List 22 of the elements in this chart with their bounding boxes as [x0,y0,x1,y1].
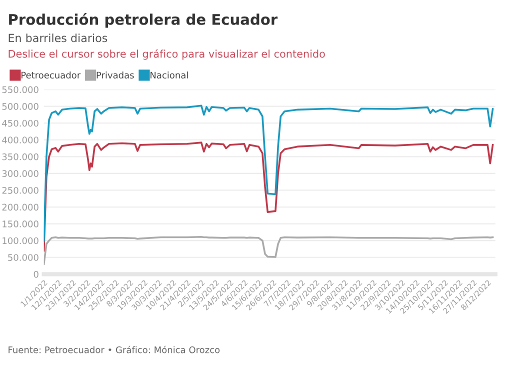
y-tick-label: 50.000 [8,254,38,261]
y-tick-label: 250.000 [2,186,38,194]
y-tick-label: 500.000 [2,103,38,110]
y-tick-label: 100.000 [2,237,38,244]
y-tick-label: 400.000 [2,136,38,144]
legend-label: Petroecuador [22,72,81,79]
y-tick-label: 300.000 [2,170,38,178]
chart-subtitle: En barriles diarios [8,34,108,42]
line-series [44,142,494,252]
y-tick-label: 350.000 [2,153,38,160]
chart-title: Producción petrolera de Ecuador [9,13,278,28]
y-tick-label: 450.000 [2,120,38,127]
y-tick-label: 0 [34,270,38,278]
line-series [44,104,494,242]
line-series [44,236,494,265]
source-note: Fuente: Petroecuador • Gráfico: Mónica Orozco [8,346,220,354]
y-tick-label: 550.000 [2,86,38,94]
y-tick-label: 150.000 [2,220,38,228]
y-tick-label: 200.000 [2,204,38,211]
legend-label: Nacional [150,72,188,79]
legend-label: Privadas [96,72,134,79]
text: Deslice el cursor sobre el gráfico para visualizar el contenido [8,49,325,60]
